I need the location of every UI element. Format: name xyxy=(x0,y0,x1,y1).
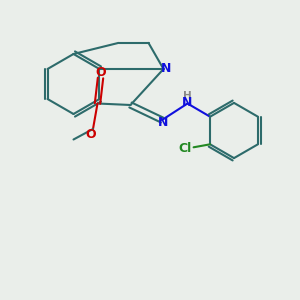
Text: Cl: Cl xyxy=(178,142,192,155)
Text: O: O xyxy=(85,128,96,142)
Text: O: O xyxy=(95,66,106,79)
Text: N: N xyxy=(158,116,169,130)
Text: H: H xyxy=(183,91,192,101)
Text: N: N xyxy=(160,62,171,76)
Text: N: N xyxy=(182,96,193,110)
